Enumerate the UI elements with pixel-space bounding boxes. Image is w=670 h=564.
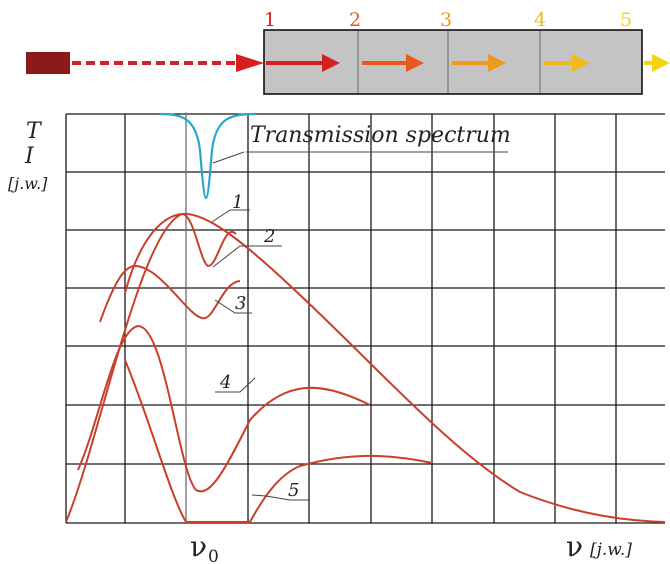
intensity-curves — [65, 212, 666, 523]
leader-lines — [211, 151, 508, 501]
stage-label: 3 — [440, 9, 452, 31]
curve-label-4: 4 — [219, 372, 231, 393]
intensity-curve-5 — [124, 359, 433, 523]
intensity-curve-1 — [65, 212, 666, 523]
stage-arrows — [266, 54, 670, 72]
y-axis-label-i: I — [24, 144, 35, 169]
stage-label: 1 — [264, 9, 276, 31]
laser-source — [26, 52, 70, 74]
x-axis-unit: [j.w.] — [590, 540, 632, 560]
intensity-curve-2 — [124, 212, 237, 294]
beam-arrowhead — [236, 54, 264, 72]
beam-setup: 1 2 3 4 5 — [26, 9, 670, 95]
stage-labels: 1 2 3 4 5 — [264, 9, 632, 31]
curve-label-5: 5 — [288, 480, 299, 501]
x-axis-label-nu: ν — [566, 530, 583, 563]
stage-label: 4 — [534, 9, 546, 31]
stage-label: 2 — [349, 9, 361, 31]
transmission-spectrum-label: Transmission spectrum — [250, 123, 511, 148]
y-axis-unit: [j.w.] — [8, 174, 48, 193]
stage-arrowhead — [572, 54, 590, 72]
stage-arrowhead — [322, 54, 340, 72]
stage-dividers — [357, 31, 541, 93]
nu0-symbol: ν — [190, 530, 207, 563]
transmission-spectrum-curve — [159, 112, 257, 200]
nu0-subscript: 0 — [208, 547, 219, 564]
y-axis-label-t: T — [26, 119, 43, 144]
intensity-curve-4 — [77, 324, 371, 493]
curve-label-2: 2 — [263, 226, 275, 247]
curve-label-3: 3 — [235, 293, 246, 314]
stage-arrowhead — [406, 54, 424, 72]
stage-arrowhead — [652, 54, 670, 72]
curve-label-1: 1 — [232, 192, 243, 213]
plot-grid — [65, 113, 665, 524]
stage-arrowhead — [488, 54, 506, 72]
intensity-curve-3 — [99, 264, 241, 323]
stage-label: 5 — [620, 9, 632, 31]
